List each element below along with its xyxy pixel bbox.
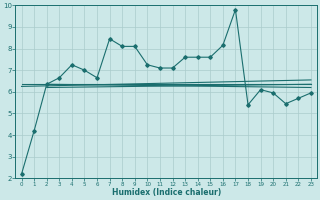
X-axis label: Humidex (Indice chaleur): Humidex (Indice chaleur) [112, 188, 221, 197]
